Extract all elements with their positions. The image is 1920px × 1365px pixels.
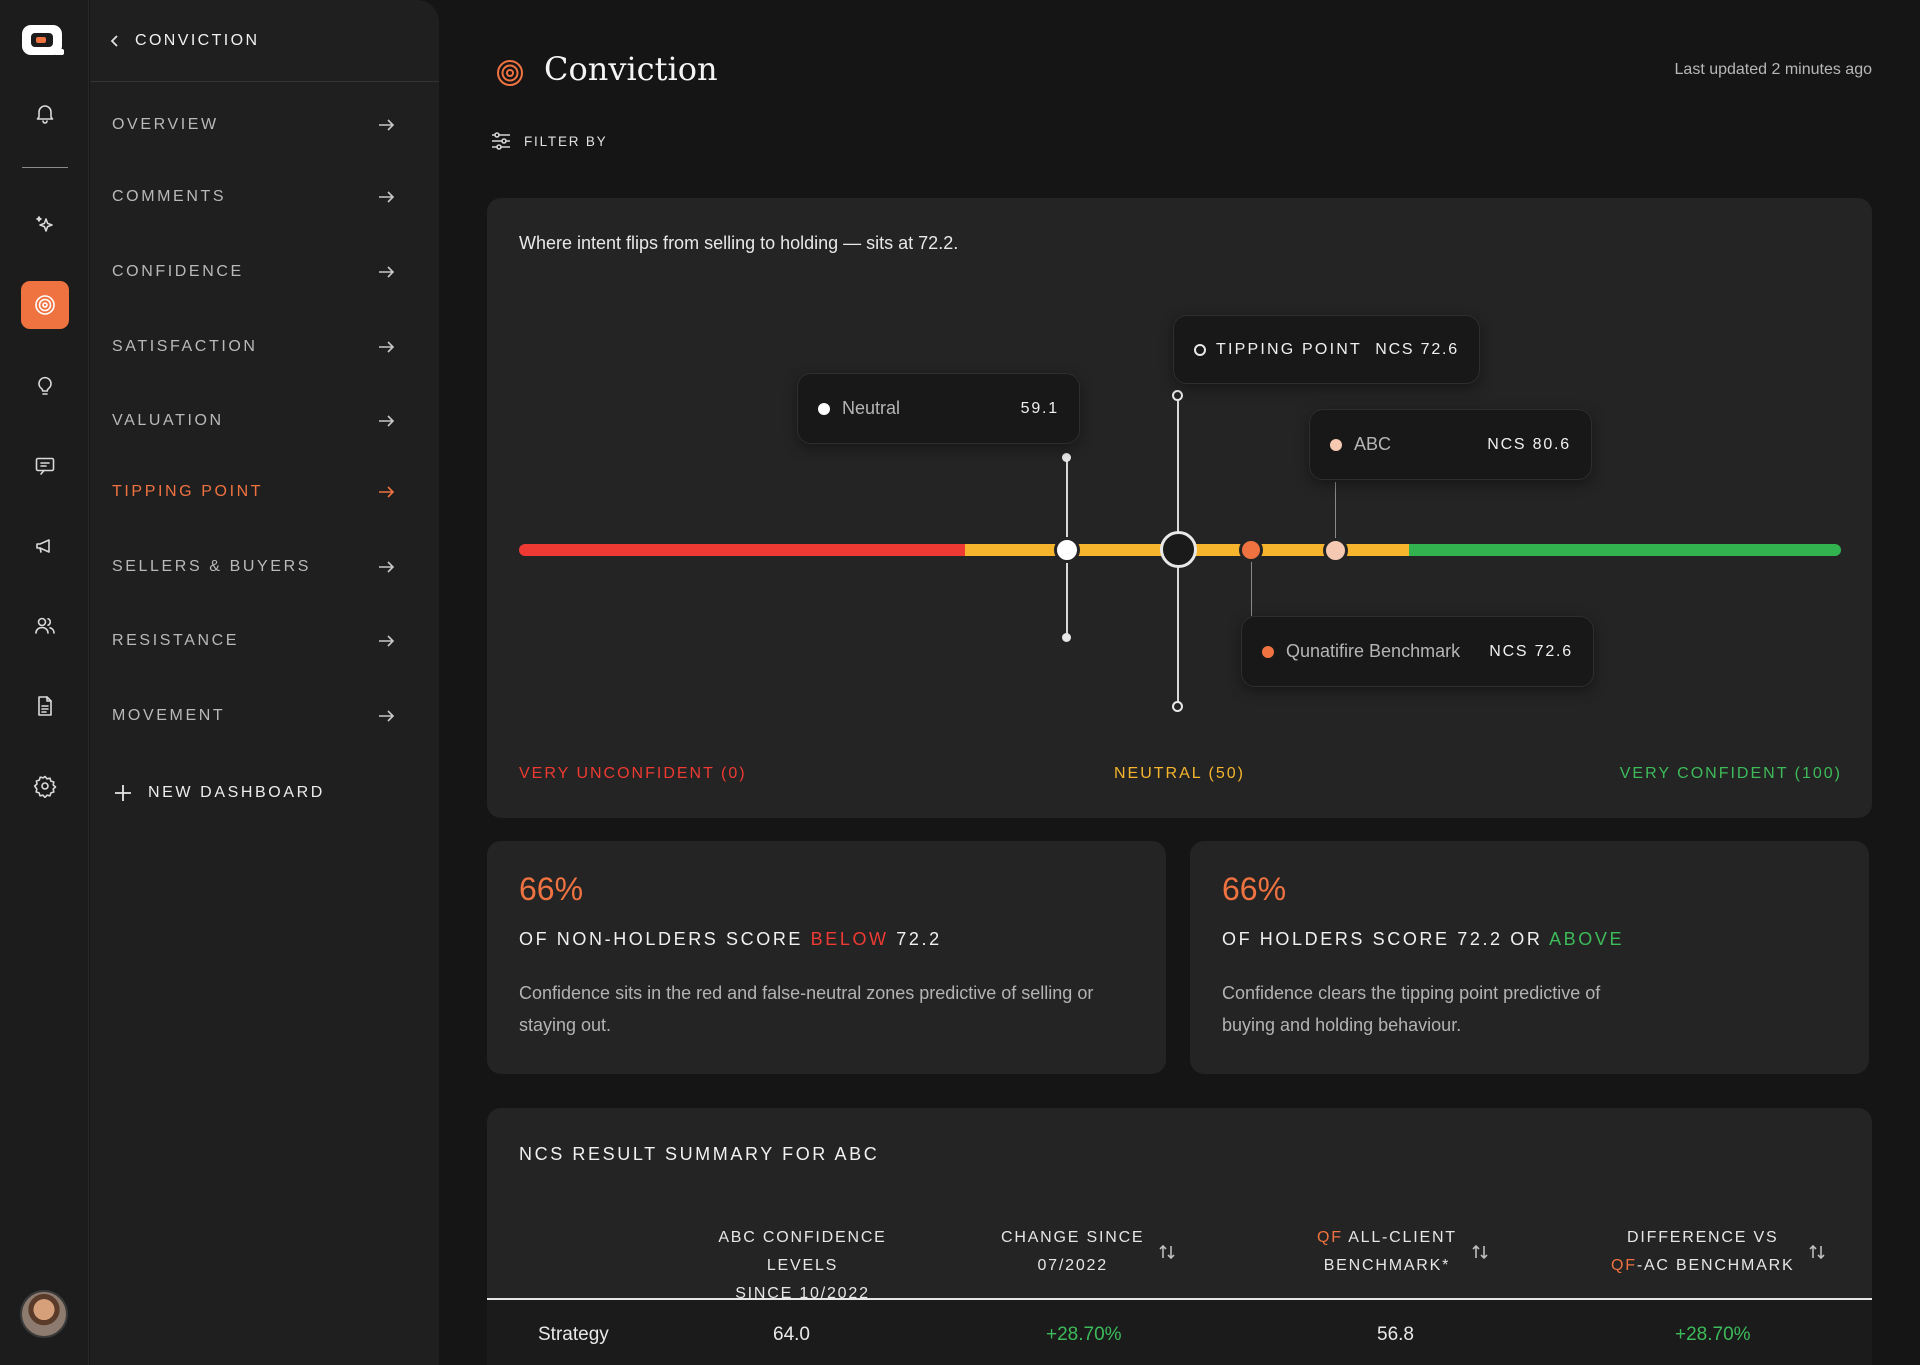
nav-item-tipping-point[interactable]: TIPPING POINT [112,472,504,512]
message-icon[interactable] [21,442,69,490]
document-icon[interactable] [21,682,69,730]
filter-button[interactable]: FILTER BY [490,130,607,152]
table-header-rule [487,1298,1872,1300]
nav-item-resistance[interactable]: RESISTANCE [112,621,504,661]
column-header-benchmark[interactable]: QF ALL-CLIENT BENCHMARK* [1317,1224,1489,1280]
scale-red-zone [519,544,965,556]
bell-icon[interactable] [21,89,69,137]
scale-label-right: VERY CONFIDENT (100) [1619,765,1842,782]
arrow-right-icon [379,341,395,353]
abc-tooltip: ABC NCS 80.6 [1309,409,1592,480]
row-benchmark: 56.8 [1377,1324,1414,1345]
tipping-marker-top [1172,390,1183,401]
nav-item-sellers-buyers[interactable]: SELLERS & BUYERS [112,547,504,587]
sparkle-icon[interactable] [21,202,69,250]
arrow-right-icon [379,710,395,722]
stat-card-non-holders: 66% OF NON-HOLDERS SCORE BELOW 72.2 Conf… [487,841,1166,1074]
neutral-tooltip: Neutral 59.1 [797,373,1080,444]
sort-icon[interactable] [1471,1243,1489,1261]
nav-item-comments[interactable]: COMMENTS [112,177,504,217]
tipping-marker-knob[interactable] [1160,531,1197,568]
target-icon [497,60,523,86]
tipping-subtitle: Where intent flips from selling to holdi… [519,233,959,253]
scale-green-zone [1409,544,1841,556]
rail-divider [22,167,68,168]
lightbulb-icon[interactable] [21,362,69,410]
target-icon[interactable] [21,281,69,329]
arrow-right-icon [379,486,395,498]
neutral-marker-top [1062,453,1071,462]
back-button[interactable]: CONVICTION [90,0,439,82]
stat-card-holders: 66% OF HOLDERS SCORE 72.2 OR ABOVE Confi… [1190,841,1869,1074]
stat-percentage: 66% [1222,871,1287,907]
tipping-point-dot [1194,343,1206,356]
new-dashboard-button[interactable]: NEW DASHBOARD [112,782,325,804]
tipping-marker-bottom [1172,701,1183,712]
arrow-right-icon [379,191,395,203]
nav-item-confidence[interactable]: CONFIDENCE [112,252,504,292]
row-confidence-level: 64.0 [773,1324,810,1345]
stat-percentage: 66% [519,871,584,907]
chevron-left-icon [110,34,118,47]
stat-title: OF HOLDERS SCORE 72.2 OR ABOVE [1222,929,1625,949]
arrow-right-icon [379,119,395,131]
stat-description: Confidence sits in the red and false-neu… [519,983,1094,1035]
arrow-right-icon [379,635,395,647]
row-label: Strategy [538,1324,609,1345]
table-title: NCS RESULT SUMMARY FOR ABC [519,1144,880,1164]
abc-marker-knob[interactable] [1323,538,1348,563]
nav-item-valuation[interactable]: VALUATION [112,401,504,441]
sort-icon[interactable] [1808,1243,1826,1261]
neutral-dot [818,402,830,415]
megaphone-icon[interactable] [21,522,69,570]
row-difference: +28.70% [1675,1324,1751,1345]
benchmark-tooltip: Qunatifire Benchmark NCS 72.6 [1241,616,1594,687]
nav-item-movement[interactable]: MOVEMENT [112,696,504,736]
icon-rail [0,0,89,1365]
users-icon[interactable] [21,602,69,650]
section-nav: CONVICTION OVERVIEW COMMENTS CONFIDENCE … [90,0,439,1365]
abc-marker-line [1335,482,1336,542]
row-change: +28.70% [1046,1324,1122,1345]
new-dashboard-label: NEW DASHBOARD [148,784,325,801]
benchmark-dot [1262,645,1274,658]
abc-dot [1330,438,1342,451]
tipping-point-card: Where intent flips from selling to holdi… [487,198,1872,818]
neutral-marker-knob[interactable] [1054,537,1080,563]
ncs-summary-table: NCS RESULT SUMMARY FOR ABC ABC CONFIDENC… [487,1108,1872,1365]
sort-icon[interactable] [1158,1243,1176,1261]
benchmark-marker-line [1251,550,1252,616]
stat-title: OF NON-HOLDERS SCORE BELOW 72.2 [519,929,942,949]
last-updated: Last updated 2 minutes ago [1674,61,1872,78]
filter-label: FILTER BY [524,133,608,149]
arrow-right-icon [379,266,395,278]
benchmark-marker-knob[interactable] [1239,538,1263,562]
app-logo[interactable] [20,23,66,59]
gear-icon[interactable] [21,762,69,810]
arrow-right-icon [379,561,395,573]
table-row[interactable] [487,1300,1872,1365]
column-header-change[interactable]: CHANGE SINCE 07/2022 [1001,1224,1176,1280]
neutral-marker-bottom [1062,633,1071,642]
tipping-point-tooltip: TIPPING POINT NCS 72.6 [1173,315,1480,384]
scale-label-mid: NEUTRAL (50) [1114,765,1245,782]
column-header-confidence[interactable]: ABC CONFIDENCE LEVELS SINCE 10/2022 [718,1229,887,1302]
sliders-icon [492,132,510,150]
column-header-difference[interactable]: DIFFERENCE VS QF-AC BENCHMARK [1611,1224,1826,1280]
arrow-right-icon [379,415,395,427]
stat-description: Confidence clears the tipping point pred… [1222,983,1601,1035]
avatar[interactable] [20,1290,68,1338]
scale-label-left: VERY UNCONFIDENT (0) [519,765,747,782]
nav-item-overview[interactable]: OVERVIEW [112,105,504,145]
page-title: Conviction [544,50,718,88]
nav-title: CONVICTION [135,31,260,49]
plus-icon [115,785,131,801]
nav-item-satisfaction[interactable]: SATISFACTION [112,327,504,367]
